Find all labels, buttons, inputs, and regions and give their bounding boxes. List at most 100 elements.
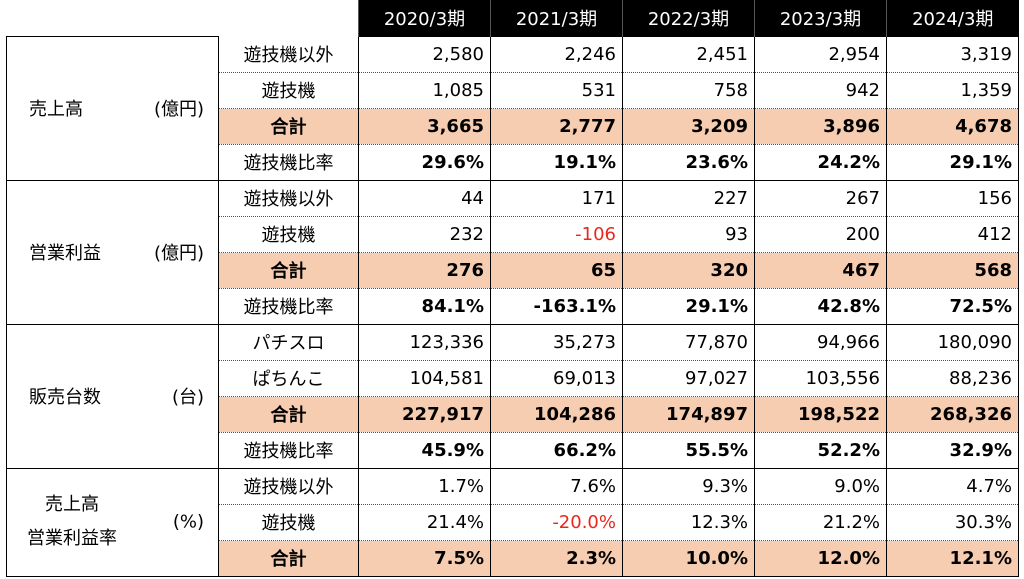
cell: 171 (490, 180, 623, 217)
table-row: 売上高 営業利益率 (%) 遊技機以外 1.7% 7.6% 9.3% 9.0% … (6, 467, 1019, 577)
cell: 45.9% (358, 432, 491, 469)
cell: 29.1% (622, 288, 755, 325)
cell: 4,678 (886, 108, 1019, 145)
cell: 12.1% (886, 540, 1019, 577)
table-row: 売上高 (億円) 遊技機以外 2,580 2,246 2,451 2,954 3… (6, 36, 1019, 181)
row-label: 遊技機以外 (218, 468, 359, 505)
row-label: 遊技機 (218, 216, 359, 253)
group-unit: (台) (171, 387, 204, 408)
cell: 21.4% (358, 504, 491, 541)
group-unit: (億円) (153, 99, 204, 121)
cell: 1,085 (358, 72, 491, 109)
cell: 77,870 (622, 324, 755, 361)
cell: 227,917 (358, 396, 491, 433)
table-row-ratio: 遊技機比率 45.9% 66.2% 55.5% 52.2% 32.9% (7, 432, 1019, 469)
cell: 4.7% (886, 468, 1019, 505)
cell: 52.2% (754, 432, 887, 469)
col-header-2023: 2023/3期 (754, 0, 887, 37)
financial-table: 2020/3期 2021/3期 2022/3期 2023/3期 2024/3期 … (6, 0, 1019, 577)
cell: 232 (358, 216, 491, 253)
cell: 93 (622, 216, 755, 253)
col-header-2024: 2024/3期 (886, 0, 1019, 37)
cell: 88,236 (886, 360, 1019, 397)
cell-negative: -106 (490, 216, 623, 253)
group-unit: (億円) (153, 243, 204, 264)
row-label: 合計 (218, 396, 359, 433)
table-row-total: 合計 227,917 104,286 174,897 198,522 268,3… (7, 396, 1019, 433)
cell: 2.3% (490, 540, 623, 577)
row-label: パチスロ (218, 324, 359, 361)
table-row-ratio: 遊技機比率 29.6% 19.1% 23.6% 24.2% 29.1% (7, 144, 1019, 181)
row-label: 遊技機 (218, 72, 359, 109)
cell: 267 (754, 180, 887, 217)
cell: 7.5% (358, 540, 491, 577)
cell: 3,665 (358, 108, 491, 145)
table-row: 販売台数 (台) パチスロ 123,336 35,273 77,870 94,9… (6, 323, 1019, 469)
table-row: 遊技機 232 -106 93 200 412 (7, 216, 1019, 253)
cell: 30.3% (886, 504, 1019, 541)
cell: 21.2% (754, 504, 887, 541)
cell: 2,246 (490, 36, 623, 73)
table-row-total: 合計 3,665 2,777 3,209 3,896 4,678 (7, 108, 1019, 145)
cell: 198,522 (754, 396, 887, 433)
cell: 1.7% (358, 468, 491, 505)
row-label: 遊技機以外 (218, 36, 359, 73)
cell: 2,777 (490, 108, 623, 145)
table-row: 遊技機 21.4% -20.0% 12.3% 21.2% 30.3% (7, 504, 1019, 541)
cell: 35,273 (490, 324, 623, 361)
cell: 3,209 (622, 108, 755, 145)
cell: 104,581 (358, 360, 491, 397)
col-header-2020: 2020/3期 (358, 0, 491, 37)
cell: 32.9% (886, 432, 1019, 469)
table-row: ぱちんこ 104,581 69,013 97,027 103,556 88,23… (7, 360, 1019, 397)
header-row: 2020/3期 2021/3期 2022/3期 2023/3期 2024/3期 (6, 0, 1019, 37)
cell: 29.6% (358, 144, 491, 181)
group-label: 販売台数 (29, 387, 101, 408)
cell: 66.2% (490, 432, 623, 469)
cell: 758 (622, 72, 755, 109)
cell: 276 (358, 252, 491, 289)
cell: 2,580 (358, 36, 491, 73)
cell: 12.3% (622, 504, 755, 541)
cell: 72.5% (886, 288, 1019, 325)
cell: 65 (490, 252, 623, 289)
col-header-2021: 2021/3期 (490, 0, 623, 37)
cell: 9.0% (754, 468, 887, 505)
cell: 12.0% (754, 540, 887, 577)
group-label: 営業利益 (29, 243, 101, 264)
cell: 55.5% (622, 432, 755, 469)
cell: 3,896 (754, 108, 887, 145)
cell: 19.1% (490, 144, 623, 181)
group-label-multiline: 売上高 営業利益率 (8, 488, 138, 556)
table-row-total: 合計 7.5% 2.3% 10.0% 12.0% 12.1% (7, 540, 1019, 577)
cell: 9.3% (622, 468, 755, 505)
row-label: 遊技機比率 (218, 144, 359, 181)
cell: 103,556 (754, 360, 887, 397)
cell: 104,286 (490, 396, 623, 433)
cell: 320 (622, 252, 755, 289)
group-sales: 売上高 (億円) (6, 36, 219, 181)
header-blank (6, 0, 359, 37)
cell: 200 (754, 216, 887, 253)
group-label-line2: 営業利益率 (27, 528, 117, 549)
row-label: 遊技機比率 (218, 288, 359, 325)
cell: 227 (622, 180, 755, 217)
cell: 94,966 (754, 324, 887, 361)
cell: 29.1% (886, 144, 1019, 181)
cell: 10.0% (622, 540, 755, 577)
group-operating-profit: 営業利益 (億円) (6, 179, 219, 325)
cell: 84.1% (358, 288, 491, 325)
group-units-sold: 販売台数 (台) (6, 323, 219, 469)
cell: 2,451 (622, 36, 755, 73)
table-row: 営業利益 (億円) 遊技機以外 44 171 227 267 156 (6, 179, 1019, 325)
cell: 3,319 (886, 36, 1019, 73)
cell: 180,090 (886, 324, 1019, 361)
row-label: 合計 (218, 252, 359, 289)
cell: 1,359 (886, 72, 1019, 109)
row-label: ぱちんこ (218, 360, 359, 397)
cell: 123,336 (358, 324, 491, 361)
cell: 69,013 (490, 360, 623, 397)
group-label: 売上高 (29, 99, 83, 121)
cell: 568 (886, 252, 1019, 289)
cell: 174,897 (622, 396, 755, 433)
